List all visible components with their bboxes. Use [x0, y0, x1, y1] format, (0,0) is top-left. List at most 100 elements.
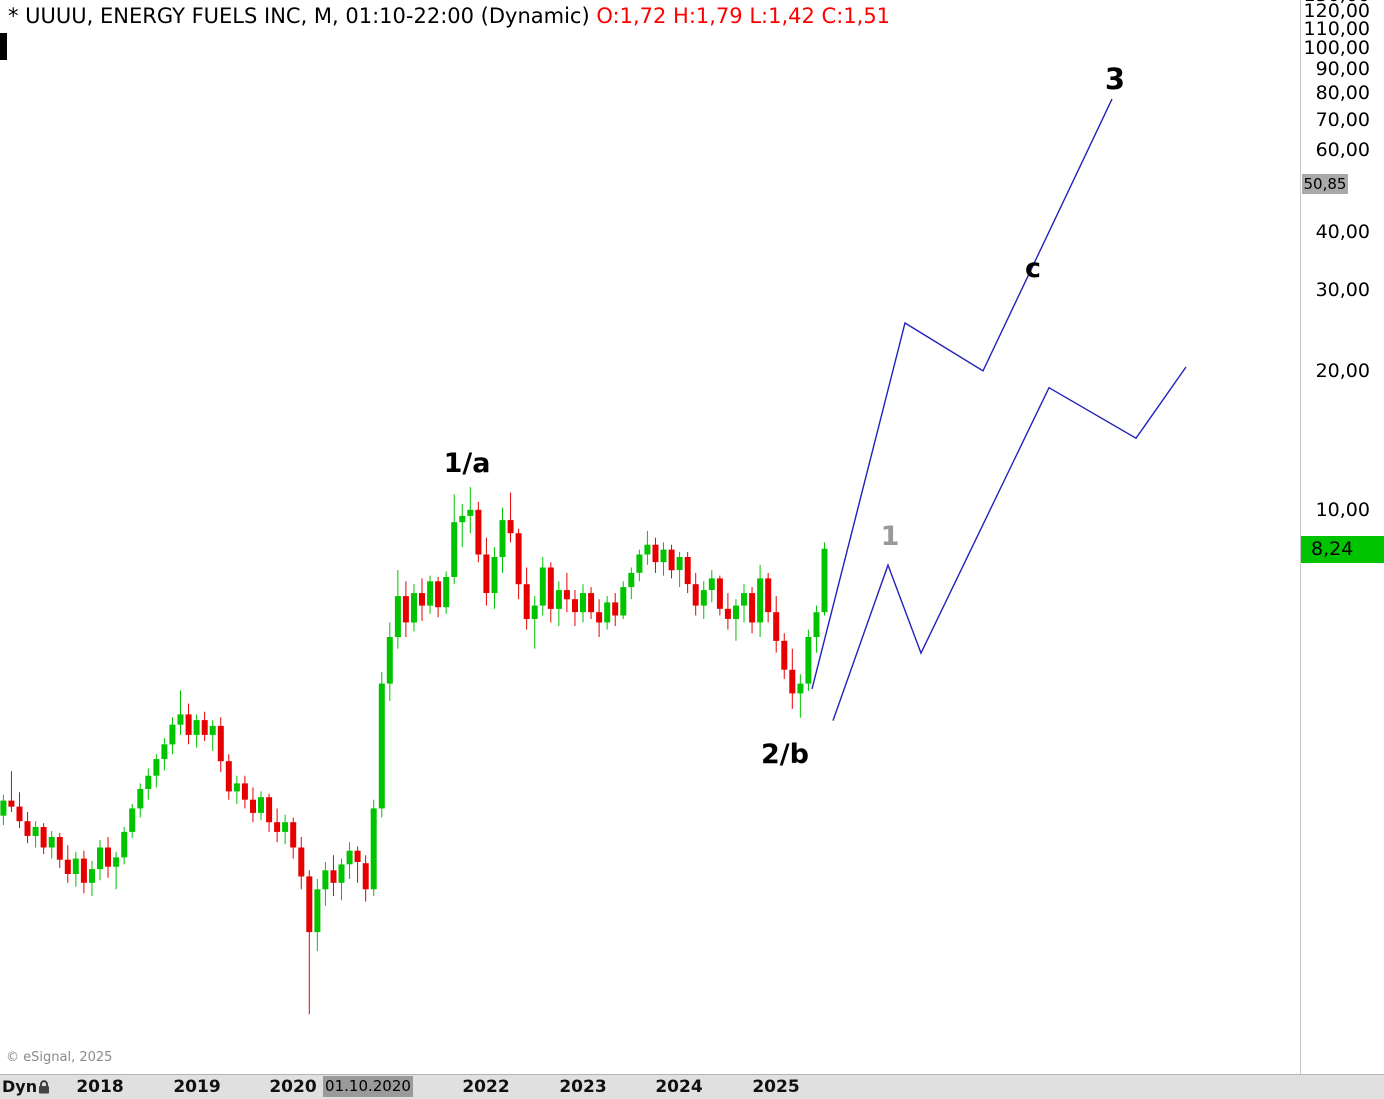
- candle-body: [89, 869, 95, 883]
- candle-body: [201, 720, 208, 735]
- candle-body: [145, 775, 152, 789]
- candle-body: [716, 578, 723, 609]
- candle-body: [129, 808, 136, 832]
- candle-body: [306, 876, 313, 933]
- candle-body: [282, 822, 289, 832]
- candle-body: [435, 581, 442, 608]
- candle-body: [354, 850, 361, 862]
- candle-body: [475, 509, 482, 555]
- candle-body: [539, 567, 546, 606]
- wave-label[interactable]: 3: [1105, 62, 1125, 96]
- candle-body: [660, 549, 667, 563]
- candle-body: [40, 827, 47, 848]
- price-axis-label: 90,00: [1315, 58, 1370, 80]
- alternate-zigzag-path[interactable]: [832, 366, 1187, 721]
- esignal-watermark: © eSignal, 2025: [6, 1050, 113, 1065]
- candle-body: [233, 783, 240, 792]
- title-symbol-text: * UUUU, ENERGY FUELS INC, M, 01:10-22:00…: [8, 4, 590, 28]
- candle-body: [153, 759, 160, 776]
- cursor-date-badge: 01.10.2020: [323, 1076, 413, 1097]
- candle-body: [258, 797, 264, 813]
- wave-label[interactable]: 1: [881, 521, 900, 552]
- price-axis-label: 30,00: [1315, 279, 1370, 301]
- candle-body: [612, 602, 619, 616]
- candle-body: [121, 831, 128, 858]
- candle-body: [563, 590, 570, 600]
- candle-body: [467, 509, 474, 516]
- chart-title: * UUUU, ENERGY FUELS INC, M, 01:10-22:00…: [8, 4, 890, 28]
- chart-canvas[interactable]: 1/a 2/b 1 c 3 * UUUU, ENERGY FUELS INC, M, 0…: [0, 0, 1300, 1074]
- candle-body: [604, 602, 611, 623]
- candle-body: [209, 725, 216, 735]
- primary-impulse-path[interactable]: [811, 98, 1113, 690]
- year-label: 2019: [173, 1077, 221, 1097]
- year-label: 2025: [752, 1077, 800, 1097]
- year-label: 2020: [269, 1077, 317, 1097]
- dyn-scale-button[interactable]: Dyn: [2, 1077, 38, 1096]
- candle-body: [8, 800, 15, 807]
- candle-body: [16, 806, 23, 822]
- candle-body: [346, 850, 353, 865]
- candle-body: [491, 557, 498, 593]
- candle-body: [97, 847, 103, 870]
- candle-body: [105, 847, 111, 867]
- year-label: 2022: [462, 1077, 510, 1097]
- candle-body: [362, 863, 369, 890]
- year-label: 2023: [559, 1077, 607, 1097]
- candle-body: [451, 522, 458, 577]
- candle-body: [177, 714, 184, 725]
- candle-body: [322, 870, 329, 890]
- candle-body: [507, 520, 514, 534]
- title-ohlc-text: O:1,72 H:1,79 L:1,42 C:1,51: [596, 4, 891, 28]
- candle-body: [620, 587, 627, 616]
- candle-body: [402, 596, 409, 623]
- candle-body: [636, 554, 643, 573]
- candle-body: [225, 761, 232, 792]
- price-axis[interactable]: 50,85 8,24 130,00120,00110,00100,0090,00…: [1300, 0, 1384, 1074]
- lock-scale-icon[interactable]: [36, 1078, 52, 1096]
- candle-body: [741, 593, 747, 606]
- candle-body: [652, 544, 659, 563]
- candle-body: [644, 544, 651, 555]
- candle-body: [250, 799, 256, 813]
- candle-body: [48, 837, 55, 848]
- candle-body: [668, 549, 675, 571]
- price-axis-label: 20,00: [1315, 360, 1370, 382]
- candle-body: [0, 800, 7, 816]
- wave-label[interactable]: 2/b: [761, 739, 809, 770]
- candle-body: [24, 821, 31, 836]
- candle-body: [580, 593, 586, 613]
- left-edge-artifact: [0, 33, 7, 60]
- wave-label[interactable]: 1/a: [444, 448, 491, 479]
- candle-body: [241, 783, 248, 800]
- candle-body: [169, 724, 176, 745]
- candlestick-chart[interactable]: 1/a 2/b 1 c 3: [0, 0, 1300, 1074]
- candle-body: [676, 557, 683, 571]
- price-axis-label: 40,00: [1315, 221, 1370, 243]
- candle-body: [813, 612, 820, 637]
- candle-body: [56, 837, 63, 860]
- candle-body: [314, 889, 321, 933]
- candle-body: [724, 608, 731, 619]
- candle-body: [193, 720, 200, 735]
- year-label: 2018: [76, 1077, 124, 1097]
- wave-label[interactable]: c: [1025, 253, 1041, 284]
- candle-body: [217, 725, 224, 762]
- candle-body: [161, 744, 168, 759]
- candle-body: [757, 578, 764, 623]
- candle-body: [588, 593, 595, 613]
- candle-body: [708, 578, 715, 590]
- candle-body: [733, 605, 739, 619]
- candle-body: [394, 596, 401, 637]
- candle-body: [274, 822, 281, 832]
- candle-body: [330, 870, 337, 883]
- candle-body: [781, 640, 788, 670]
- candle-body: [64, 859, 71, 874]
- candle-body: [338, 864, 345, 883]
- candle-body: [113, 857, 120, 867]
- time-axis[interactable]: Dyn 01.10.2020 2018 2019 2020 2022 2023 2024 2…: [0, 1074, 1384, 1099]
- candle-body: [765, 578, 772, 613]
- candle-body: [789, 669, 796, 694]
- candle-body: [515, 533, 522, 585]
